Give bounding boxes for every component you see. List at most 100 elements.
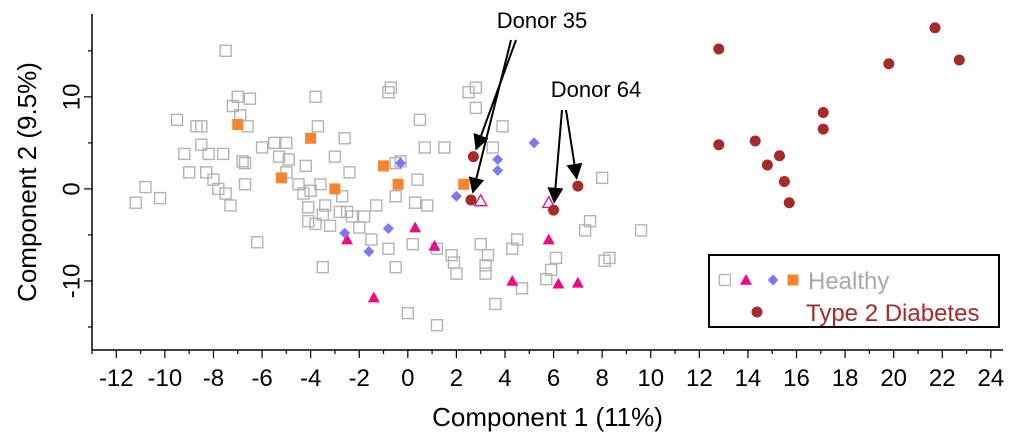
point-healthy-open-square (430, 318, 444, 332)
point-healthy-open-square (153, 191, 167, 205)
point-healthy-open-square (445, 248, 458, 262)
point-healthy-open-square (238, 156, 252, 170)
point-healthy-open-square (319, 199, 332, 212)
point-healthy-open-square (411, 173, 424, 186)
legend-markers (718, 273, 799, 318)
point-healthy-orange-square (458, 178, 470, 190)
x-tick-label: -2 (349, 365, 370, 392)
x-tick-label: 0 (401, 365, 414, 392)
point-healthy-open-square (338, 132, 351, 145)
annotation-label: Donor 64 (551, 77, 642, 102)
annotation-arrow (565, 109, 583, 180)
x-tick-label: 12 (686, 365, 713, 392)
point-healthy-open-square (603, 251, 616, 265)
point-healthy-open-square (496, 120, 509, 133)
point-healthy-open-square (182, 166, 196, 179)
point-healthy-open-square (389, 260, 402, 274)
point-healthy-open-square (382, 242, 395, 255)
y-tick-label: -10 (59, 264, 86, 299)
point-healthy-open-square (268, 136, 281, 150)
point-healthy-triangle (409, 221, 422, 233)
point-healthy-open-square (408, 196, 422, 209)
point-healthy-triangle (552, 277, 565, 289)
point-type-2-diabetes (929, 22, 941, 34)
point-healthy-open-square (718, 273, 732, 287)
point-healthy-open-square (316, 260, 329, 274)
point-type-2-diabetes (817, 106, 829, 118)
x-tick-label: 16 (783, 365, 810, 392)
point-healthy-orange-square (305, 132, 317, 144)
point-type-2-diabetes (783, 197, 795, 209)
point-healthy-open-square (481, 248, 495, 262)
point-healthy-open-square (469, 101, 483, 115)
point-healthy-open-square (336, 190, 349, 203)
point-healthy-open-square (224, 199, 237, 212)
x-tick-label: -4 (300, 365, 321, 392)
legend: Healthy Type 2 Diabetes (708, 254, 1000, 328)
point-healthy-diamond (528, 137, 540, 149)
point-healthy-open-square (219, 187, 232, 200)
point-healthy-open-square (328, 150, 342, 163)
point-healthy-orange-square (787, 274, 799, 286)
point-healthy-open-square (311, 120, 325, 133)
point-healthy-open-square (353, 221, 366, 234)
point-healthy-triangle (571, 276, 584, 288)
point-healthy-open-square (304, 184, 317, 197)
x-tick-label: -10 (148, 365, 183, 392)
point-type-2-diabetes (467, 151, 479, 163)
point-healthy-open-square (299, 159, 312, 173)
point-healthy-open-square (595, 171, 609, 185)
annotation-arrow (547, 109, 564, 204)
point-type-2-diabetes (778, 176, 790, 188)
point-type-2-diabetes (713, 139, 725, 151)
point-healthy-open-square (450, 267, 463, 280)
point-healthy-open-square (634, 224, 648, 237)
point-healthy-diamond (382, 222, 394, 234)
ticks: -12 -10 -8 -6 -4 -2 0 2 4 6 8 10 12 14 16 18 20 22 24-1001… (59, 50, 1004, 392)
point-healthy-open-square (216, 147, 230, 161)
point-healthy-open-square (129, 196, 142, 209)
point-healthy-diamond (450, 190, 462, 202)
x-tick-label: 10 (637, 365, 664, 392)
point-healthy-open-square (365, 233, 378, 246)
point-healthy-open-square (302, 214, 315, 228)
point-healthy-open-square (447, 256, 461, 269)
point-healthy-open-square (272, 150, 286, 163)
point-healthy-open-square (384, 81, 398, 94)
point-healthy-triangle (740, 274, 752, 285)
x-tick-label: 2 (450, 365, 463, 392)
point-healthy-orange-square (329, 183, 341, 195)
point-healthy-open-square (219, 44, 232, 58)
point-healthy-open-square (345, 210, 359, 223)
x-tick-label: 4 (498, 365, 511, 392)
x-tick-label: 6 (547, 365, 560, 392)
point-type-2-diabetes (548, 204, 560, 216)
y-tick-label: 0 (59, 182, 86, 195)
point-healthy-open-square (212, 182, 225, 196)
point-healthy-orange-square (378, 160, 390, 172)
point-healthy-open-square (343, 166, 356, 179)
point-healthy-diamond (339, 227, 351, 239)
x-tick-label: -6 (251, 365, 272, 392)
axes (91, 14, 1003, 351)
point-healthy-open-square (515, 282, 529, 295)
point-healthy-open-square (438, 141, 451, 154)
point-healthy-open-square (583, 214, 597, 228)
annotations: Donor 35 Donor 64 (468, 8, 642, 204)
data-points (129, 22, 965, 332)
point-type-2-diabetes (751, 306, 763, 318)
point-healthy-diamond (395, 157, 407, 169)
point-healthy-triangle (367, 291, 380, 303)
point-healthy-open-square (316, 208, 329, 221)
point-healthy-orange-square (232, 118, 244, 130)
legend-label-type-2-diabetes: Type 2 Diabetes (806, 300, 979, 327)
point-healthy-open-square (421, 199, 434, 212)
point-healthy-open-square (309, 217, 322, 231)
point-healthy-open-square (231, 90, 244, 104)
point-healthy-triangle (341, 233, 354, 245)
x-tick-label: 8 (595, 365, 608, 392)
point-healthy-open-square (462, 86, 475, 99)
point-healthy-open-square (314, 178, 327, 191)
